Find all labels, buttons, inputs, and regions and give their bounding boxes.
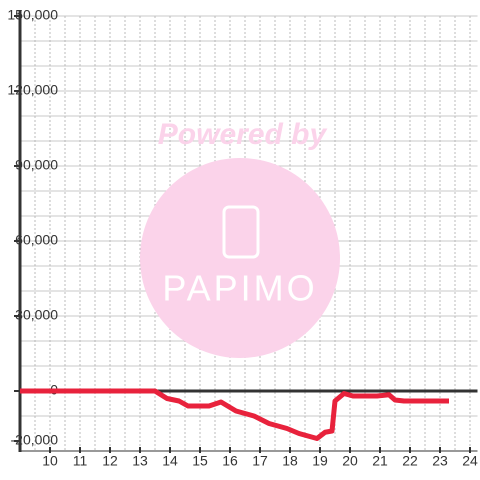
x-tick-label: 21 [372,453,388,469]
watermark-text: Powered by [158,118,328,151]
y-tick-label: -20,000 [11,432,59,448]
y-tick-label: 120,000 [7,82,58,98]
x-tick-label: 20 [342,453,358,469]
x-tick-label: 10 [42,453,58,469]
x-tick-label: 13 [132,453,148,469]
watermark: Powered by PAPIMO [140,118,340,358]
x-tick-label: 23 [432,453,448,469]
y-tick-label: 30,000 [15,307,58,323]
y-tick-label: 90,000 [15,157,58,173]
x-tick-label: 15 [192,453,208,469]
watermark-phone [222,205,260,259]
x-tick-label: 22 [402,453,418,469]
data-line [20,388,449,441]
watermark-logo: PAPIMO [162,268,317,309]
y-tick-label: 60,000 [15,232,58,248]
x-tick-label: 11 [73,453,88,469]
x-tick-label: 19 [312,453,328,469]
x-tick-label: 18 [282,453,298,469]
x-tick-label: 24 [462,453,478,469]
x-tick-label: 17 [252,453,268,469]
x-tick-label: 14 [162,453,178,469]
y-tick-label: 150,000 [7,7,58,23]
x-tick-label: 16 [222,453,238,469]
x-tick-label: 12 [102,453,118,469]
